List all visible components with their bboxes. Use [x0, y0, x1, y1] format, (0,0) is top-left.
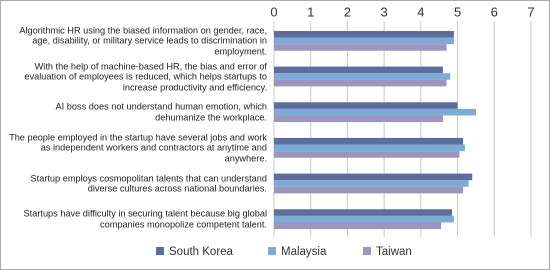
- category-label: Algorithmic HR using the biased informat…: [19, 25, 267, 57]
- bar: [274, 186, 464, 194]
- bar: [274, 102, 458, 109]
- bar: [274, 144, 465, 152]
- x-tick-label: 6: [491, 4, 498, 19]
- x-tick-label: 7: [527, 4, 534, 19]
- bar: [274, 66, 443, 74]
- bar: [274, 222, 442, 230]
- bar: [274, 37, 454, 45]
- legend-swatch: [268, 247, 276, 255]
- bar: [274, 30, 454, 38]
- category-label: AI boss does not understand human emotio…: [55, 101, 267, 123]
- bar: [274, 108, 476, 116]
- bar: [274, 115, 443, 123]
- category-label: Startup employs cosmopolitan talents tha…: [30, 173, 267, 194]
- x-tick-label: 3: [381, 4, 388, 19]
- x-tick-label: 4: [417, 4, 424, 19]
- bar: [274, 180, 469, 187]
- bar: [274, 79, 447, 87]
- x-tick-label: 5: [454, 4, 461, 19]
- x-tick-label: 0: [270, 4, 277, 19]
- legend-swatch: [156, 247, 164, 255]
- bar: [274, 73, 451, 80]
- category-label: The people employed in the startup have …: [9, 132, 267, 164]
- legend-label: Taiwan: [376, 246, 412, 258]
- bar: [274, 151, 460, 158]
- legend-label: Malaysia: [281, 246, 327, 258]
- x-tick-label: 1: [307, 4, 314, 19]
- bar: [274, 173, 473, 181]
- x-tick-label: 2: [344, 4, 351, 19]
- legend-swatch: [363, 247, 371, 255]
- bar: [274, 44, 447, 51]
- bar: [274, 215, 454, 223]
- legend-label: South Korea: [169, 246, 234, 258]
- category-label: Startups have difficulty in securing tal…: [23, 208, 267, 230]
- bar: [274, 209, 453, 216]
- category-label: With the help of machine-based HR, the b…: [24, 60, 267, 92]
- bar: [274, 137, 464, 145]
